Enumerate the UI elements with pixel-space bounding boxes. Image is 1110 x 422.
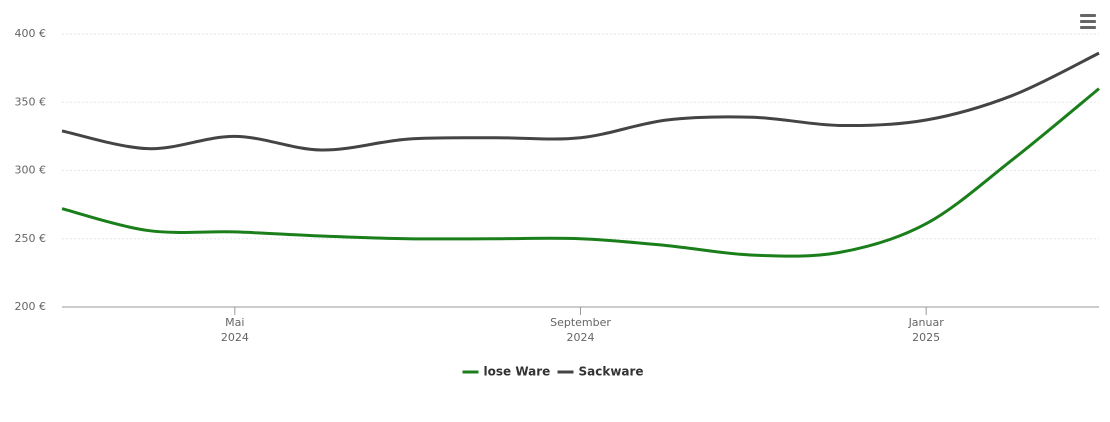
series-line <box>61 87 1100 258</box>
menu-bar <box>1080 20 1096 23</box>
menu-button[interactable] <box>1080 14 1096 29</box>
legend-label: lose Ware <box>484 365 551 379</box>
legend-item: Sackware <box>557 365 644 379</box>
x-tick-label: September <box>550 316 611 329</box>
menu-bar <box>1080 14 1096 17</box>
x-tick-label: 2024 <box>567 331 595 344</box>
y-tick-label: 250 € <box>15 232 47 245</box>
y-tick-label: 350 € <box>15 95 47 108</box>
y-tick-label: 400 € <box>15 27 47 40</box>
menu-bar <box>1080 26 1096 29</box>
x-tick-label: 2024 <box>221 331 249 344</box>
x-tick-label: 2025 <box>912 331 940 344</box>
y-tick-label: 200 € <box>15 300 47 313</box>
y-tick-label: 300 € <box>15 164 47 177</box>
x-tick-label: Januar <box>908 316 945 329</box>
legend-label: Sackware <box>579 365 644 379</box>
series-line <box>61 51 1100 152</box>
legend-item: lose Ware <box>462 365 551 379</box>
x-tick-label: Mai <box>225 316 244 329</box>
